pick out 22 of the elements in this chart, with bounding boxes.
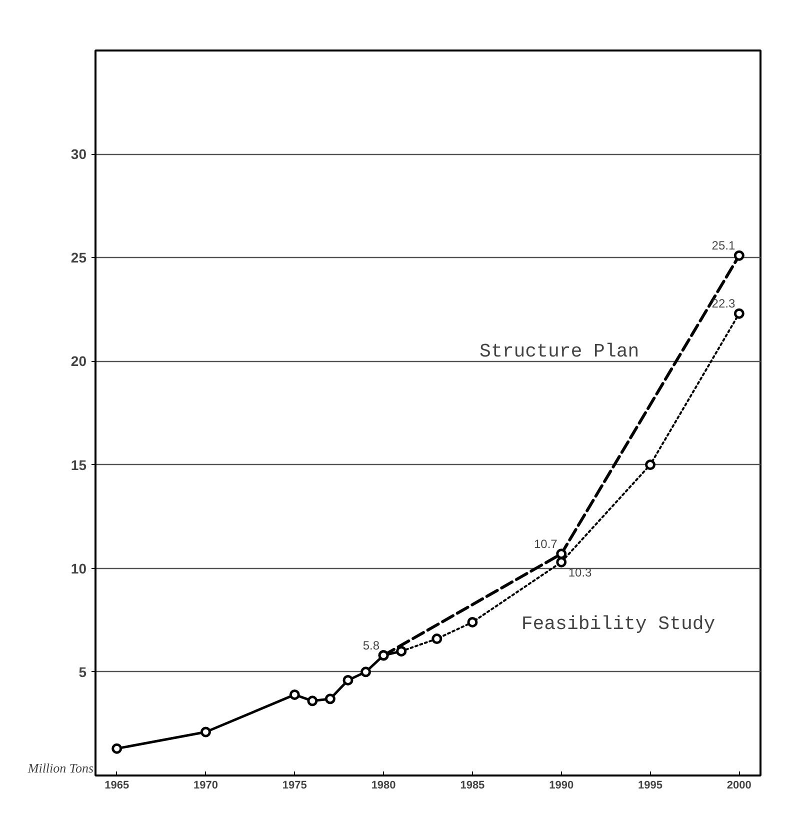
y-tick-label: 30 xyxy=(70,146,87,162)
data-label: 22.3 xyxy=(712,296,736,311)
y-tick-label: 15 xyxy=(70,456,87,473)
series-label: Feasibility Study xyxy=(521,613,716,636)
y-axis-title: Million Tons xyxy=(26,760,94,776)
x-tick-label: 1970 xyxy=(194,780,218,792)
y-tick-label: 5 xyxy=(78,664,87,680)
x-tick-label: 2000 xyxy=(726,780,752,792)
data-label: 10.7 xyxy=(534,536,558,551)
data-label: 5.8 xyxy=(362,638,380,652)
y-tick-label: 20 xyxy=(70,353,87,370)
y-tick-label: 25 xyxy=(70,250,87,266)
data-label: 25.1 xyxy=(712,238,736,253)
x-tick-label: 1965 xyxy=(104,780,130,792)
x-tick-label: 1985 xyxy=(460,780,485,792)
series-label: Structure Plan xyxy=(480,340,640,363)
x-tick-label: 1975 xyxy=(282,780,307,792)
x-tick-label: 1995 xyxy=(638,780,663,792)
x-tick-label: 1980 xyxy=(371,780,396,792)
x-tick-label: 1990 xyxy=(549,780,574,792)
data-label: 10.3 xyxy=(568,566,592,580)
y-tick-label: 10 xyxy=(70,560,87,576)
